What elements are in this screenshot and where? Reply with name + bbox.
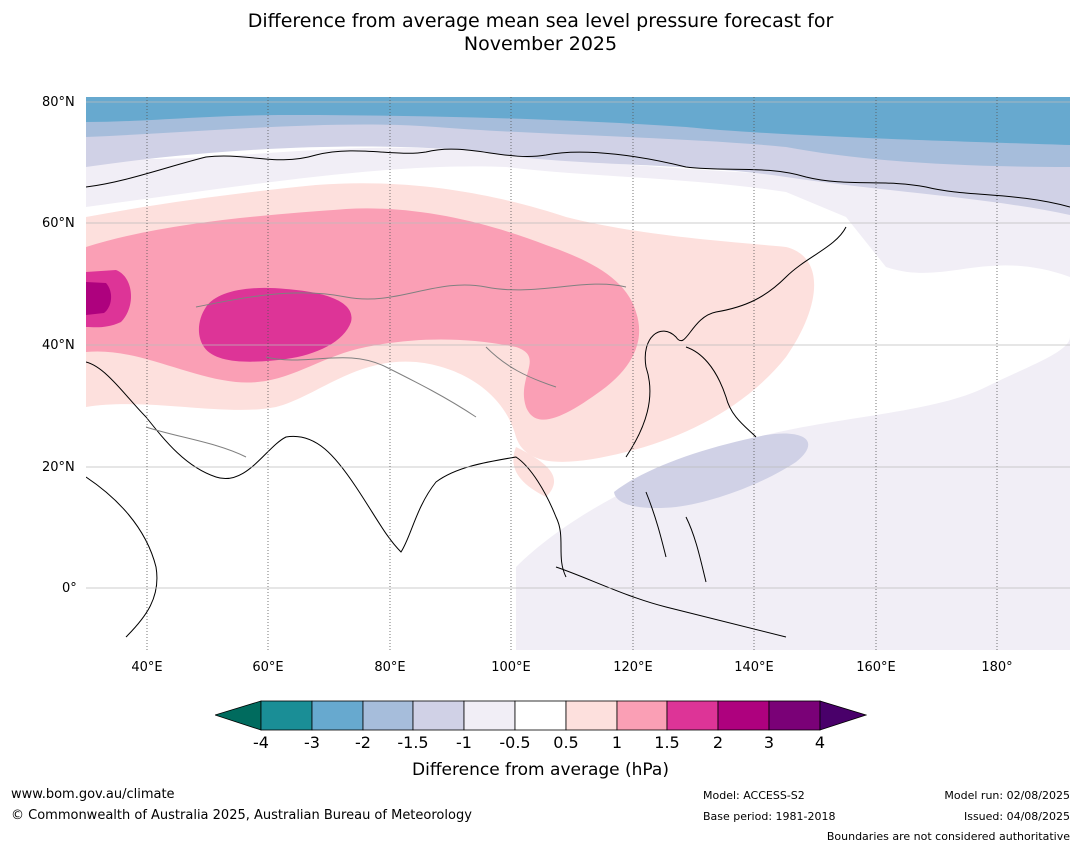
- lon-label-120e: 120°E: [613, 660, 653, 675]
- footer-url-link[interactable]: www.bom.gov.au/climate: [11, 787, 175, 802]
- map-title: Difference from average mean sea level p…: [0, 10, 1081, 56]
- lat-label-20n: 20°N: [42, 460, 75, 475]
- contour-neg-1-0.5-pacific: [516, 337, 1070, 650]
- colorbar-segment-11: [768, 700, 821, 731]
- colorbar-segment-4: [412, 700, 465, 731]
- title-line-2: November 2025: [463, 33, 618, 55]
- colorbar-segment-8: [616, 700, 668, 731]
- colorbar-tick: -1: [456, 733, 472, 752]
- colorbar-tick: -1.5: [397, 733, 429, 752]
- colorbar-label: Difference from average (hPa): [412, 760, 669, 780]
- colorbar-tick: -4: [253, 733, 269, 752]
- contour-neg-1.5-1-pacific: [614, 433, 809, 509]
- contour-pos-1.5-2: [198, 287, 352, 362]
- title-line-1: Difference from average mean sea level p…: [247, 10, 834, 32]
- colorbar-segment-1: [260, 700, 313, 731]
- lat-label-60n: 60°N: [42, 216, 75, 231]
- colorbar-tick: -0.5: [499, 733, 531, 752]
- lon-label-160e: 160°E: [856, 660, 896, 675]
- colorbar-tick: 1.5: [654, 733, 680, 752]
- lat-label-40n: 40°N: [42, 338, 75, 353]
- colorbar-tick: 3: [763, 733, 775, 752]
- contour-neg-3-2-north: [86, 97, 1070, 145]
- lon-label-80e: 80°E: [374, 660, 406, 675]
- colorbar: [215, 700, 867, 731]
- colorbar-tick: 2: [712, 733, 724, 752]
- footer-disclaimer: Boundaries are not considered authoritat…: [826, 830, 1070, 843]
- colorbar-segment-6: [514, 700, 567, 731]
- contour-pos-0.5-1-china-tail: [513, 447, 555, 497]
- contour-pos-1-1.5: [86, 208, 640, 420]
- footer-issued: Issued: 04/08/2025: [963, 810, 1070, 823]
- pressure-anomaly-map: [86, 97, 1070, 650]
- colorbar-tick: -2: [355, 733, 371, 752]
- colorbar-segment-9: [666, 700, 719, 731]
- lon-label-60e: 60°E: [252, 660, 284, 675]
- colorbar-tick: -3: [304, 733, 320, 752]
- footer-copyright: © Commonwealth of Australia 2025, Austra…: [11, 808, 472, 823]
- lat-label-80n: 80°N: [42, 95, 75, 110]
- lon-label-180: 180°: [981, 660, 1013, 675]
- longitude-gridlines: [146, 97, 998, 650]
- colorbar-segment-3: [362, 700, 414, 731]
- latitude-gridlines: [86, 101, 1070, 589]
- colorbar-segment-5: [463, 700, 516, 731]
- country-borders: [145, 283, 627, 458]
- colorbar-arrow-high: [819, 700, 867, 731]
- footer-model-run: Model run: 02/08/2025: [944, 789, 1070, 802]
- colorbar-segment-7: [565, 700, 618, 731]
- footer-base-period: Base period: 1981-2018: [703, 810, 836, 823]
- lon-label-100e: 100°E: [491, 660, 531, 675]
- lat-label-equator: 0°: [62, 581, 77, 596]
- colorbar-arrow-low: [215, 700, 262, 731]
- colorbar-tick: 1: [611, 733, 623, 752]
- coastlines: [86, 148, 1070, 638]
- colorbar-tick: 4: [814, 733, 826, 752]
- lon-label-40e: 40°E: [131, 660, 163, 675]
- lon-label-140e: 140°E: [734, 660, 774, 675]
- colorbar-tick: 0.5: [553, 733, 579, 752]
- colorbar-segment-2: [311, 700, 364, 731]
- footer-model: Model: ACCESS-S2: [703, 789, 805, 802]
- contour-pos-2-3-west: [86, 282, 112, 315]
- colorbar-segment-10: [717, 700, 770, 731]
